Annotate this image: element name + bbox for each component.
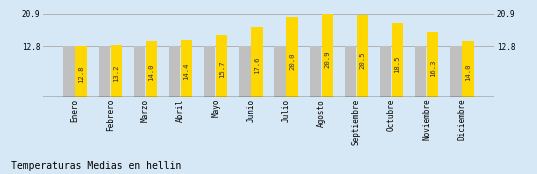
Text: 17.6: 17.6 [254,57,260,74]
Bar [451,46,462,97]
Bar [134,46,145,97]
Text: 13.2: 13.2 [113,65,119,82]
Text: 15.7: 15.7 [219,60,224,78]
Bar [345,46,356,97]
Bar [357,15,368,97]
Text: 14.0: 14.0 [465,64,471,81]
Bar [146,41,157,97]
Bar [111,45,122,97]
Bar [181,40,192,97]
Bar [99,46,110,97]
Text: 18.5: 18.5 [395,55,401,73]
Text: 14.4: 14.4 [184,63,190,80]
Bar [169,46,180,97]
Bar [204,46,215,97]
Text: 20.9: 20.9 [324,51,330,69]
Bar [322,14,333,97]
Text: 20.0: 20.0 [289,53,295,70]
Bar [274,46,286,97]
Text: Temperaturas Medias en hellin: Temperaturas Medias en hellin [11,161,181,171]
Bar [286,17,297,97]
Bar [310,46,321,97]
Bar [415,46,426,97]
Bar [462,41,474,97]
Text: 14.0: 14.0 [148,64,154,81]
Bar [75,46,86,97]
Text: 12.8: 12.8 [78,66,84,83]
Bar [240,46,251,97]
Bar [216,34,227,97]
Bar [251,27,263,97]
Bar [63,46,75,97]
Bar [392,23,403,97]
Bar [380,46,391,97]
Text: 16.3: 16.3 [430,59,436,77]
Text: 20.5: 20.5 [359,52,365,69]
Bar [427,32,438,97]
